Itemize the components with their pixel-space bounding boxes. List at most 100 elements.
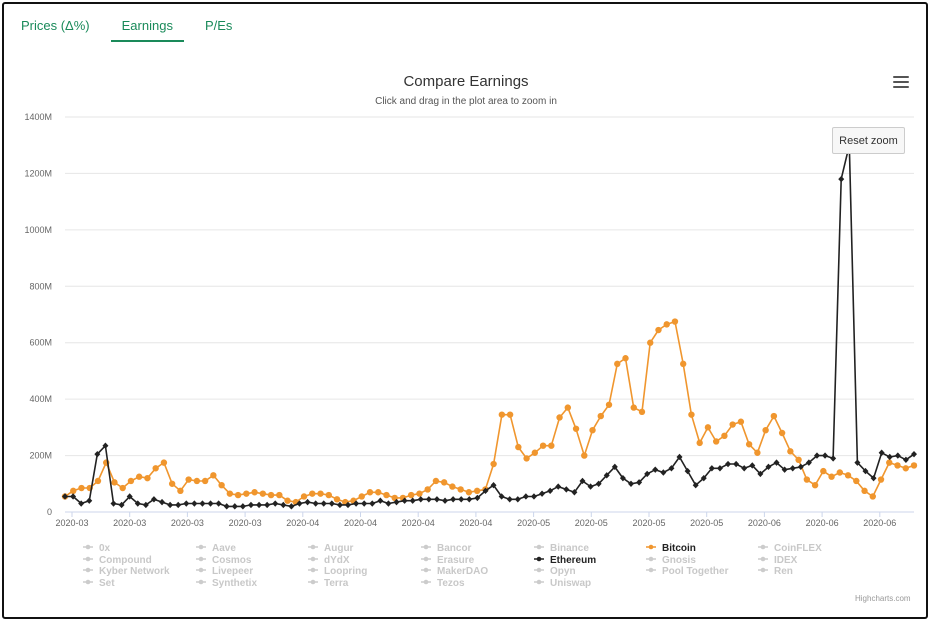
bitcoin-point[interactable] <box>630 404 637 411</box>
ethereum-point[interactable] <box>749 462 756 469</box>
ethereum-point[interactable] <box>830 455 837 462</box>
bitcoin-point[interactable] <box>416 490 423 497</box>
ethereum-point[interactable] <box>142 501 149 509</box>
ethereum-point[interactable] <box>247 501 254 509</box>
ethereum-point[interactable] <box>102 442 109 449</box>
legend-marker-ethereum[interactable] <box>536 556 542 562</box>
bitcoin-point[interactable] <box>663 321 670 328</box>
legend-item-opyn[interactable]: Opyn <box>550 566 576 577</box>
bitcoin-point[interactable] <box>432 477 440 485</box>
credits-link[interactable]: Highcharts.com <box>855 594 911 603</box>
ethereum-point[interactable] <box>498 493 505 500</box>
bitcoin-point[interactable] <box>424 486 431 493</box>
legend-marker-tezos[interactable] <box>423 579 429 585</box>
ethereum-point[interactable] <box>547 487 554 495</box>
bitcoin-point[interactable] <box>647 339 654 346</box>
bitcoin-point[interactable] <box>177 487 184 495</box>
bitcoin-point[interactable] <box>515 443 522 451</box>
hamburger-menu-icon[interactable] <box>893 76 909 90</box>
bitcoin-point[interactable] <box>737 418 745 425</box>
legend-item-coinflex[interactable]: CoinFLEX <box>774 543 822 554</box>
ethereum-point[interactable] <box>652 466 659 473</box>
bitcoin-point[interactable] <box>309 490 316 497</box>
ethereum-point[interactable] <box>660 469 667 476</box>
bitcoin-point[interactable] <box>193 477 201 485</box>
ethereum-point[interactable] <box>272 500 279 507</box>
bitcoin-point[interactable] <box>787 448 794 455</box>
bitcoin-point[interactable] <box>94 477 102 485</box>
bitcoin-point[interactable] <box>449 483 456 490</box>
bitcoin-point[interactable] <box>243 490 250 497</box>
bitcoin-point[interactable] <box>853 477 860 485</box>
legend-item-kyber-network[interactable]: Kyber Network <box>99 566 170 577</box>
bitcoin-point[interactable] <box>762 426 769 434</box>
ethereum-point[interactable] <box>288 503 295 510</box>
ethereum-point[interactable] <box>530 493 537 500</box>
ethereum-point[interactable] <box>636 479 643 486</box>
ethereum-point[interactable] <box>644 470 651 478</box>
tab-prices[interactable]: Prices (Δ%) <box>21 18 90 33</box>
bitcoin-point[interactable] <box>490 460 497 468</box>
bitcoin-point[interactable] <box>465 489 473 496</box>
ethereum-point[interactable] <box>118 501 125 509</box>
legend-item-binance[interactable]: Binance <box>550 543 589 554</box>
legend-marker-ren[interactable] <box>760 567 766 573</box>
ethereum-point[interactable] <box>442 497 449 504</box>
bitcoin-point[interactable] <box>902 465 909 472</box>
legend-item-ethereum[interactable]: Ethereum <box>550 555 596 566</box>
legend-item-bancor[interactable]: Bancor <box>437 543 472 554</box>
bitcoin-point[interactable] <box>836 469 844 476</box>
legend-item-loopring[interactable]: Loopring <box>324 566 367 577</box>
ethereum-point[interactable] <box>506 496 513 503</box>
ethereum-point[interactable] <box>474 494 481 502</box>
legend-marker-synthetix[interactable] <box>198 579 204 585</box>
bitcoin-point[interactable] <box>300 493 308 500</box>
bitcoin-point[interactable] <box>523 455 530 462</box>
bitcoin-point[interactable] <box>910 462 918 469</box>
ethereum-point[interactable] <box>862 467 869 475</box>
legend-item-0x[interactable]: 0x <box>99 543 111 554</box>
legend-marker-aave[interactable] <box>198 544 204 550</box>
ethereum-point[interactable] <box>336 501 343 509</box>
ethereum-point[interactable] <box>902 456 909 464</box>
bitcoin-point[interactable] <box>218 481 225 489</box>
ethereum-point[interactable] <box>175 501 182 509</box>
bitcoin-point[interactable] <box>168 480 176 487</box>
bitcoin-point[interactable] <box>358 493 365 500</box>
ethereum-point[interactable] <box>539 490 546 497</box>
ethereum-point[interactable] <box>789 465 796 472</box>
bitcoin-point[interactable] <box>366 489 374 496</box>
ethereum-point[interactable] <box>490 481 497 489</box>
legend-item-synthetix[interactable]: Synthetix <box>212 578 257 589</box>
bitcoin-point[interactable] <box>894 462 901 469</box>
legend-marker-bancor[interactable] <box>423 544 429 550</box>
ethereum-point[interactable] <box>183 500 190 507</box>
ethereum-point[interactable] <box>78 500 85 507</box>
ethereum-point[interactable] <box>312 500 319 507</box>
bitcoin-point[interactable] <box>259 490 267 497</box>
ethereum-point[interactable] <box>684 467 691 475</box>
legend-marker-gnosis[interactable] <box>648 556 654 562</box>
legend-item-erasure[interactable]: Erasure <box>437 555 475 566</box>
ethereum-point[interactable] <box>579 477 586 485</box>
ethereum-point[interactable] <box>611 463 618 471</box>
ethereum-point[interactable] <box>781 466 788 473</box>
bitcoin-point[interactable] <box>210 472 217 479</box>
bitcoin-point[interactable] <box>70 487 77 495</box>
bitcoin-point[interactable] <box>473 487 481 495</box>
bitcoin-point[interactable] <box>712 438 720 445</box>
bitcoin-point[interactable] <box>440 479 448 486</box>
bitcoin-point[interactable] <box>284 497 291 504</box>
ethereum-point[interactable] <box>256 501 263 509</box>
bitcoin-point[interactable] <box>234 491 242 499</box>
legend-marker-uniswap[interactable] <box>536 579 542 585</box>
ethereum-series-line[interactable] <box>65 144 915 508</box>
bitcoin-point[interactable] <box>201 477 209 485</box>
ethereum-point[interactable] <box>150 496 157 503</box>
ethereum-point[interactable] <box>110 500 117 507</box>
ethereum-point[interactable] <box>911 450 917 458</box>
bitcoin-point[interactable] <box>251 489 258 496</box>
ethereum-point[interactable] <box>401 497 408 504</box>
bitcoin-point[interactable] <box>655 326 662 334</box>
ethereum-point[interactable] <box>458 496 465 503</box>
